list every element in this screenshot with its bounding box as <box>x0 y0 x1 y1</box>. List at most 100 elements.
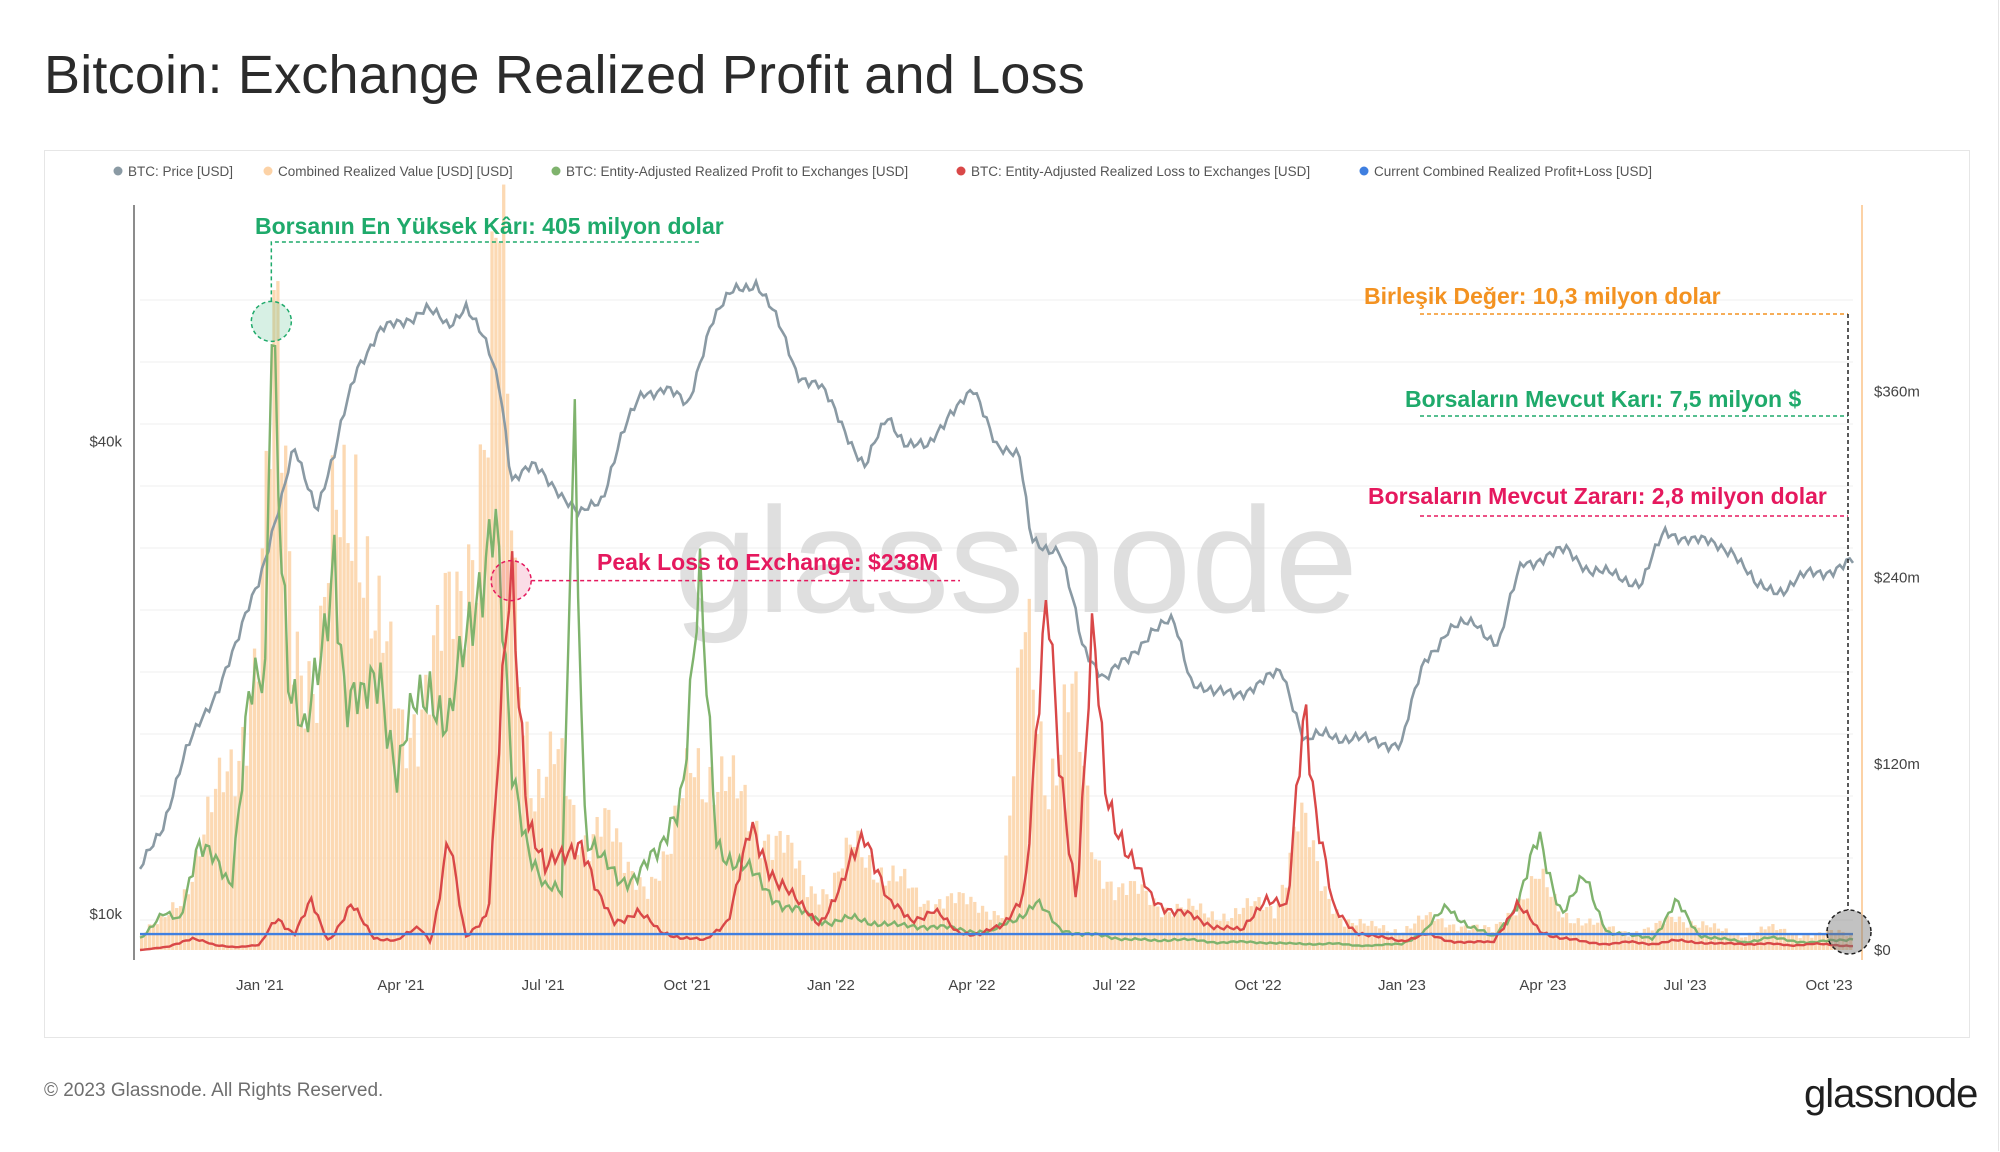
x-tick-label: Jul '23 <box>1664 977 1707 994</box>
combined-value-bar <box>626 861 630 950</box>
combined-value-bar <box>509 530 514 950</box>
combined-value-bar <box>1821 934 1826 950</box>
combined-value-bar <box>1335 909 1339 950</box>
combined-value-bar <box>1529 876 1534 950</box>
combined-value-bar <box>891 865 895 950</box>
combined-value-bar <box>1035 734 1039 950</box>
combined-value-bar <box>373 630 377 950</box>
combined-value-bar <box>1564 912 1569 950</box>
combined-value-bar <box>669 853 673 950</box>
combined-value-bar <box>1089 852 1094 950</box>
combined-value-bar <box>1522 899 1526 950</box>
combined-value-bar <box>1654 922 1658 950</box>
combined-value-bar <box>762 840 767 950</box>
combined-value-bar <box>299 675 303 950</box>
x-tick-label: Jan '23 <box>1378 977 1426 994</box>
combined-value-bar <box>455 571 459 950</box>
combined-value-bar <box>1039 721 1043 950</box>
combined-value-bar <box>1463 925 1467 950</box>
combined-value-bar <box>346 543 350 950</box>
combined-value-bar <box>1132 881 1137 950</box>
combined-value-bar <box>1101 888 1105 950</box>
combined-value-bar <box>1253 901 1257 950</box>
combined-value-bar <box>1245 898 1249 950</box>
footer-copyright: © 2023 Glassnode. All Rights Reserved. <box>44 1080 384 1101</box>
combined-value-bar <box>996 915 1000 950</box>
combined-value-bar <box>1416 915 1421 950</box>
combined-value-bar <box>1097 860 1102 950</box>
combined-value-bar <box>412 714 416 950</box>
combined-value-bar <box>1389 932 1394 950</box>
combined-value-bar <box>607 809 611 950</box>
combined-value-bar <box>1307 847 1312 950</box>
combined-value-bar <box>817 904 821 950</box>
combined-value-bar <box>1673 921 1678 950</box>
combined-value-bar <box>957 892 961 950</box>
combined-value-bar <box>1607 926 1612 950</box>
combined-value-bar <box>1685 927 1689 950</box>
glassnode-logo: glassnode <box>1804 1072 1978 1116</box>
combined-value-bar <box>595 816 599 950</box>
combined-value-bar <box>198 856 202 950</box>
combined-value-bar <box>272 290 276 950</box>
combined-value-bar <box>665 854 669 950</box>
combined-value-bar <box>1210 911 1214 950</box>
combined-value-bar <box>377 575 381 950</box>
combined-value-bar <box>864 867 868 950</box>
combined-value-bar <box>1378 928 1382 950</box>
combined-value-bar <box>431 635 436 950</box>
combined-value-bar <box>1276 903 1281 950</box>
combined-value-bar <box>268 469 272 950</box>
combined-value-bar <box>1175 903 1179 950</box>
combined-value-bar <box>280 472 284 950</box>
combined-value-bar <box>447 571 451 950</box>
combined-value-bar <box>871 879 876 950</box>
combined-value-bar <box>1031 689 1035 950</box>
combined-value-bar <box>1557 911 1561 950</box>
combined-value-bar <box>735 798 739 950</box>
combined-value-bar <box>805 897 810 950</box>
combined-value-bar <box>1537 878 1541 950</box>
combined-value-bar <box>774 835 778 950</box>
combined-value-bar <box>1105 881 1109 950</box>
combined-value-bar <box>1642 928 1647 950</box>
combined-value-bar <box>365 536 370 950</box>
combined-value-bar <box>1047 809 1051 950</box>
combined-value-bar <box>1475 924 1479 950</box>
combined-value-bar <box>330 455 335 950</box>
combined-value-bar <box>1533 878 1538 950</box>
combined-value-bar <box>1584 923 1588 950</box>
combined-value-bar <box>249 696 253 950</box>
combined-value-bar <box>178 906 183 950</box>
combined-value-bar <box>1086 785 1090 950</box>
x-tick-label: Jul '22 <box>1093 977 1136 994</box>
combined-value-bar <box>1720 931 1724 950</box>
combined-value-bar <box>416 766 420 950</box>
legend-dot <box>263 166 273 176</box>
combined-value-bar <box>315 722 319 950</box>
combined-value-bar <box>467 544 471 950</box>
combined-value-bar <box>622 872 627 950</box>
combined-value-bar <box>1572 923 1576 950</box>
combined-value-bar <box>1596 922 1600 950</box>
combined-value-bar <box>1498 921 1503 950</box>
combined-value-bar <box>848 844 852 950</box>
combined-value-bar <box>1646 927 1650 950</box>
combined-value-bar <box>926 900 930 950</box>
combined-value-bar <box>1261 909 1265 950</box>
combined-value-bar <box>1502 924 1506 950</box>
combined-value-bar <box>1506 912 1510 950</box>
combined-value-bar <box>1140 884 1144 950</box>
combined-value-bar <box>385 641 389 950</box>
legend-dot <box>551 166 561 176</box>
combined-value-bar <box>482 449 486 950</box>
combined-value-bar <box>544 776 549 950</box>
x-tick-label: Jan '21 <box>236 977 284 994</box>
combined-value-bar <box>700 799 704 950</box>
combined-value-bar <box>677 805 681 950</box>
combined-value-bar <box>1611 926 1615 950</box>
combined-value-bar <box>529 798 533 950</box>
combined-value-bar <box>1615 933 1619 950</box>
combined-value-bar <box>1156 906 1160 950</box>
combined-value-bar <box>883 885 887 950</box>
